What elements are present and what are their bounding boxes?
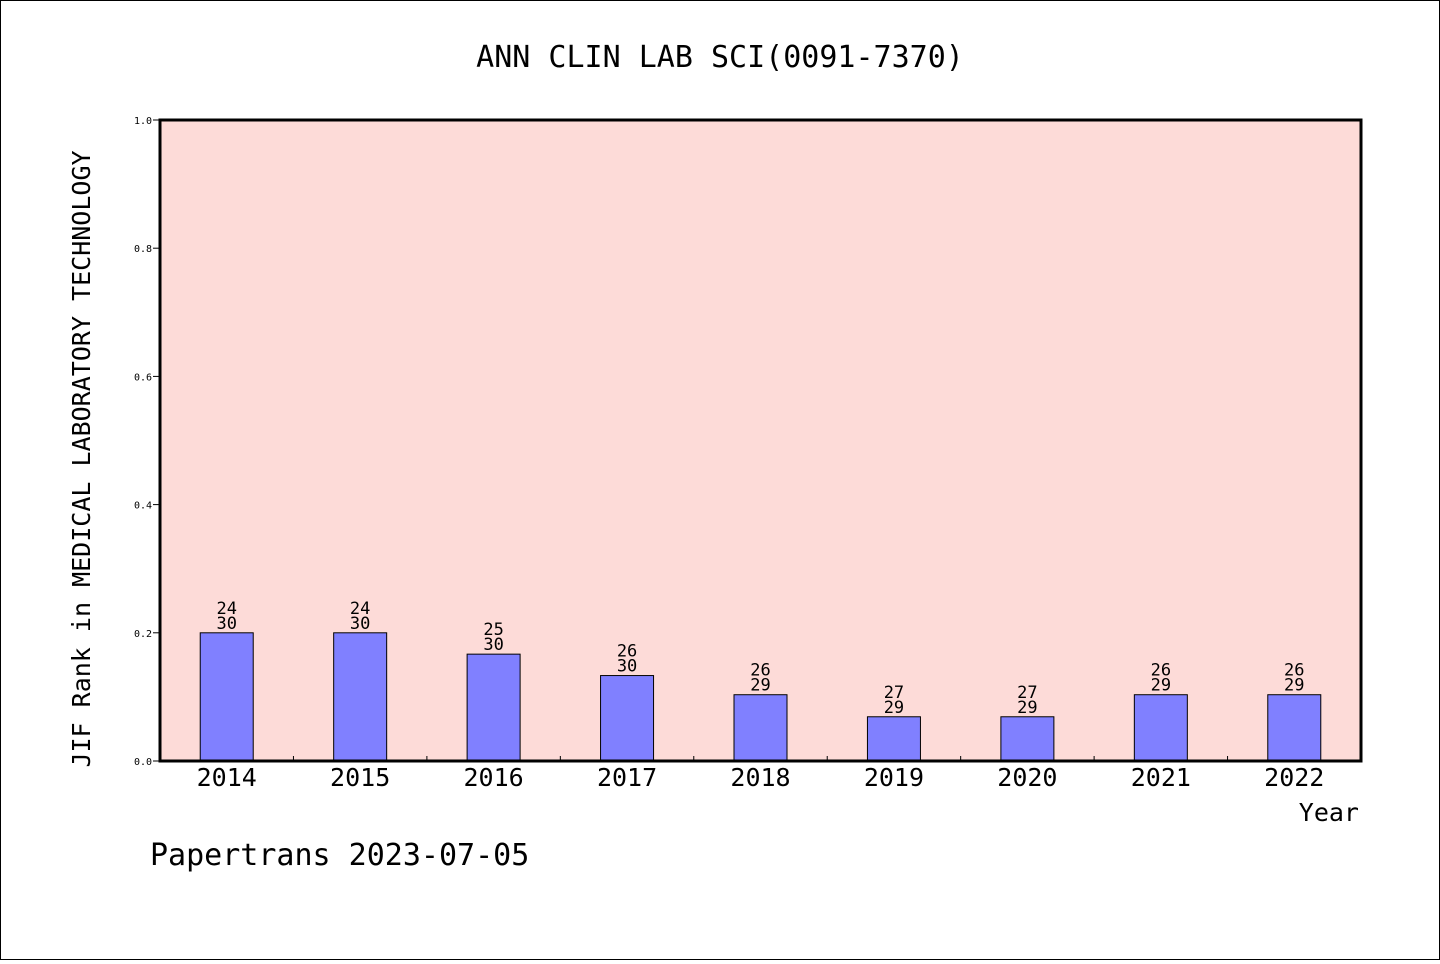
x-tick-label-2017: 2017 xyxy=(597,763,657,792)
bar-label-total-2022: 29 xyxy=(1284,676,1304,696)
x-tick-label-2016: 2016 xyxy=(464,763,524,792)
x-tick-label-2018: 2018 xyxy=(730,763,790,792)
bar-2020 xyxy=(1000,716,1055,762)
x-tick-label-2022: 2022 xyxy=(1264,763,1324,792)
x-tick-label-2021: 2021 xyxy=(1131,763,1191,792)
footer-text: Papertrans 2023-07-05 xyxy=(150,838,529,873)
bar-label-total-2016: 30 xyxy=(483,635,503,655)
y-axis: 0.0 0.2 0.4 0.6 0.8 1.0 xyxy=(134,116,160,768)
bar-2015 xyxy=(333,632,388,762)
y-tick-label: 1.0 xyxy=(134,116,152,127)
bar-label-total-2014: 30 xyxy=(216,614,236,634)
y-tick-label: 0.4 xyxy=(134,501,152,512)
bar-2017 xyxy=(600,675,655,762)
chart-title: ANN CLIN LAB SCI(0091-7370) xyxy=(476,40,964,75)
x-axis-label: Year xyxy=(1299,798,1359,827)
bar-label-total-2017: 30 xyxy=(617,657,637,677)
bar-label-rank-2019: 27 xyxy=(884,683,904,703)
y-tick-label: 0.6 xyxy=(134,372,152,383)
bar-label-total-2015: 30 xyxy=(350,614,370,634)
bar-2018 xyxy=(733,694,788,762)
bar-label-rank-2014: 24 xyxy=(216,599,236,619)
y-tick-label: 0.0 xyxy=(134,757,152,768)
bar-2019 xyxy=(866,716,921,762)
bar-label-rank-2020: 27 xyxy=(1017,683,1037,703)
y-tick-label: 0.2 xyxy=(134,629,152,640)
x-axis: 2014 2015 2016 2017 2018 2019 2020 2021 2022 xyxy=(197,756,1324,792)
bar-label-rank-2016: 25 xyxy=(483,620,503,640)
bar-2021 xyxy=(1133,694,1188,762)
bar-2022 xyxy=(1267,694,1322,762)
bar-label-rank-2022: 26 xyxy=(1284,661,1304,681)
bar-label-rank-2015: 24 xyxy=(350,599,370,619)
bar-label-total-2018: 29 xyxy=(750,676,770,696)
x-tick-label-2014: 2014 xyxy=(197,763,257,792)
x-tick-label-2019: 2019 xyxy=(864,763,924,792)
y-axis-label: JIF Rank in MEDICAL LABORATORY TECHNOLOG… xyxy=(67,150,96,767)
bar-label-total-2021: 29 xyxy=(1151,676,1171,696)
bar-label-total-2019: 29 xyxy=(884,698,904,718)
bar-label-total-2020: 29 xyxy=(1017,698,1037,718)
plot-frame xyxy=(158,118,1363,763)
bar-label-rank-2017: 26 xyxy=(617,642,637,662)
x-tick-label-2015: 2015 xyxy=(330,763,390,792)
bar-label-rank-2018: 26 xyxy=(750,661,770,681)
bar-2014 xyxy=(199,632,254,762)
y-tick-label: 0.8 xyxy=(134,244,152,255)
bar-label-rank-2021: 26 xyxy=(1151,661,1171,681)
x-tick-label-2020: 2020 xyxy=(997,763,1057,792)
bar-2016 xyxy=(466,653,521,762)
